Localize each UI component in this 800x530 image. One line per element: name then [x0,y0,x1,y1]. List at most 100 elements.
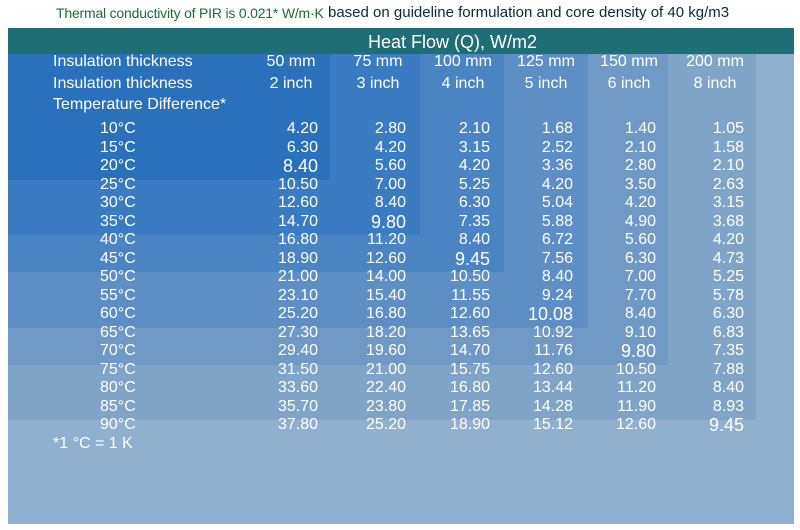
table-cell: 1.58 [712,138,744,156]
heat-flow-table: Heat Flow (Q), W/m2 Insulation thickness… [8,28,794,524]
table-cell: 31.50 [277,360,318,378]
table-cell: 9.24 [541,286,573,304]
table-cell: 5.25 [712,268,744,285]
table-cell: 18.20 [365,323,406,341]
table-cell: 4.73 [712,249,744,267]
table-cell: 11.90 [617,397,656,415]
table-cell: 25.20 [365,416,406,433]
table-cell: 9.10 [624,323,656,341]
table-cell: 5.78 [712,286,744,304]
temperature-difference-label: 90°C [100,416,136,433]
table-cell: 16.80 [365,305,406,322]
table-cell: 4.20 [624,194,656,211]
table-cell: 14.70 [449,342,490,359]
table-cell: 9.80 [620,341,656,361]
table-cell: 18.90 [449,416,490,433]
table-cell: 9.80 [370,211,406,232]
table-cell: 4.20 [541,175,573,193]
table-cell: 2.63 [712,175,744,193]
table-cell: 1.05 [712,120,744,137]
table-cell: 5.25 [458,175,490,193]
temperature-difference-label: 75°C [100,360,136,378]
table-cell: 7.00 [374,175,406,193]
table-cell: 8.40 [541,268,573,285]
temperature-difference-label: 70°C [100,342,136,359]
table-cell: 12.60 [615,416,656,433]
table-cell: 4.20 [374,138,406,156]
table-cell: 8.93 [712,397,744,415]
table-cell: 7.35 [712,342,744,359]
column-header-inch: 8 inch [693,75,737,92]
table-cell: 33.60 [277,379,318,396]
temperature-difference-label: 45°C [100,249,136,267]
table-cell: 10.50 [615,360,656,378]
table-cell: 23.80 [365,397,406,415]
table-cell: 37.80 [277,416,318,433]
table-cell: 27.30 [277,323,318,341]
temperature-difference-label: 20°C [100,157,136,174]
table-cell: 12.60 [532,360,573,378]
table-cell: 8.40 [282,156,318,176]
temperature-difference-label: 80°C [100,379,136,396]
column-header-mm: 200 mm [686,53,744,70]
table-title: Heat Flow (Q), W/m2 [368,32,538,52]
table-cell: 12.60 [277,194,318,211]
table-cell: 2.80 [374,120,406,137]
column-header-mm: 150 mm [600,53,658,70]
table-cell: 13.44 [532,379,573,396]
table-cell: 5.60 [374,157,406,174]
table-cell: 8.40 [374,194,406,211]
table-cell: 4.20 [286,120,318,137]
table-cell: 11.20 [617,379,656,396]
column-header-inch: 4 inch [441,75,485,92]
table-cell: 7.56 [541,249,573,267]
row-label-temperature-difference: Temperature Difference* [53,96,227,113]
temperature-difference-label: 25°C [100,175,136,193]
table-cell: 7.88 [712,360,744,378]
table-cell: 29.40 [277,342,318,359]
table-cell: 21.00 [365,360,406,378]
table-cell: 4.20 [712,231,744,248]
table-cell: 19.60 [365,342,406,359]
temperature-difference-label: 40°C [100,231,136,248]
table-cell: 7.00 [624,268,656,285]
temperature-difference-label: 35°C [100,212,136,230]
table-cell: 12.60 [449,305,490,322]
table-cell: 3.15 [712,194,744,211]
table-cell: 7.70 [624,286,656,304]
table-cell: 15.40 [365,286,406,304]
basis-note: based on guideline formulation and core … [328,4,730,21]
table-cell: 14.70 [277,212,318,230]
table-cell: 9.45 [708,415,744,435]
column-header-mm: 50 mm [266,53,316,70]
table-cell: 3.36 [541,157,573,174]
table-cell: 6.72 [541,231,573,248]
temperature-difference-label: 50°C [100,268,136,285]
table-cell: 9.45 [454,248,490,269]
column-header-mm: 125 mm [517,53,575,70]
table-cell: 17.85 [449,397,490,415]
table-cell: 11.55 [451,286,490,304]
table-cell: 13.65 [449,323,490,341]
table-cell: 14.00 [365,268,406,285]
table-cell: 25.20 [277,305,318,322]
table-cell: 4.90 [624,212,656,230]
table-cell: 11.76 [534,342,573,359]
temperature-difference-label: 10°C [100,120,136,137]
table-cell: 12.60 [365,249,406,267]
table-grid: Insulation thickness Insulation thickness… [8,28,794,524]
temperature-difference-label: 55°C [100,286,136,304]
table-cell: 4.20 [458,157,490,174]
table-cell: 2.10 [458,120,490,137]
temperature-difference-label: 30°C [100,194,136,211]
table-cell: 1.40 [624,120,656,137]
table-cell: 6.30 [624,249,656,267]
row-label-thickness-inch: Insulation thickness [53,75,193,92]
table-cell: 6.30 [286,138,318,156]
caption: Thermal conductivity of PIR is 0.021* W/… [0,0,800,28]
table-cell: 21.00 [277,268,318,285]
table-cell: 10.50 [277,175,318,193]
table-cell: 23.10 [277,286,318,304]
temperature-difference-label: 15°C [100,138,136,156]
table-cell: 3.15 [458,138,490,156]
